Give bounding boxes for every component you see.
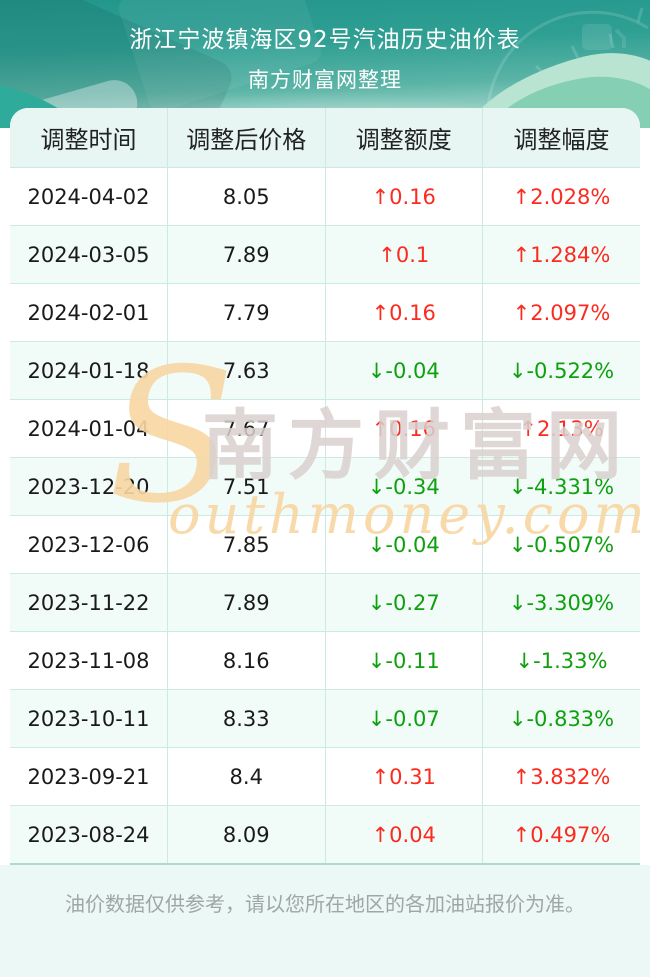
change-cell: ↑0.31 — [325, 747, 483, 806]
column-header: 调整后价格 — [167, 108, 326, 168]
table-row: 2024-04-02 8.05 ↑0.16 ↑2.028% — [10, 167, 640, 226]
column-header: 调整时间 — [10, 108, 168, 168]
footer-note: 油价数据仅供参考，请以您所在地区的各加油站报价为准。 — [65, 892, 585, 916]
change-pct-cell: ↓-0.507% — [482, 515, 640, 574]
page-title: 浙江宁波镇海区92号汽油历史油价表 — [129, 27, 521, 53]
price-cell: 7.63 — [167, 341, 326, 400]
column-header: 调整额度 — [325, 108, 483, 168]
price-cell: 7.67 — [167, 399, 326, 458]
table-row: 2024-03-05 7.89 ↑0.1 ↑1.284% — [10, 225, 640, 284]
date-cell: 2023-08-24 — [10, 805, 168, 863]
change-cell: ↓-0.04 — [325, 341, 483, 400]
date-cell: 2024-02-01 — [10, 283, 168, 342]
change-pct-cell: ↓-4.331% — [482, 457, 640, 516]
table-row: 2023-08-24 8.09 ↑0.04 ↑0.497% — [10, 805, 640, 863]
bottom-strip — [0, 977, 650, 980]
date-cell: 2024-01-04 — [10, 399, 168, 458]
change-cell: ↑0.04 — [325, 805, 483, 863]
price-cell: 7.89 — [167, 225, 326, 284]
table-row: 2023-10-11 8.33 ↓-0.07 ↓-0.833% — [10, 689, 640, 748]
change-pct-cell: ↑2.028% — [482, 167, 640, 226]
date-cell: 2023-11-08 — [10, 631, 168, 690]
date-cell: 2023-11-22 — [10, 573, 168, 632]
change-pct-cell: ↓-3.309% — [482, 573, 640, 632]
table-row: 2023-11-08 8.16 ↓-0.11 ↓-1.33% — [10, 631, 640, 690]
table-row: 2023-12-20 7.51 ↓-0.34 ↓-4.331% — [10, 457, 640, 516]
change-pct-cell: ↓-1.33% — [482, 631, 640, 690]
change-pct-cell: ↑3.832% — [482, 747, 640, 806]
price-cell: 8.05 — [167, 167, 326, 226]
change-cell: ↓-0.11 — [325, 631, 483, 690]
change-cell: ↑0.16 — [325, 399, 483, 458]
price-cell: 7.79 — [167, 283, 326, 342]
change-pct-cell: ↑1.284% — [482, 225, 640, 284]
table-row: 2023-11-22 7.89 ↓-0.27 ↓-3.309% — [10, 573, 640, 632]
change-cell: ↓-0.27 — [325, 573, 483, 632]
table-row: 2023-12-06 7.85 ↓-0.04 ↓-0.507% — [10, 515, 640, 574]
date-cell: 2023-10-11 — [10, 689, 168, 748]
footer: 油价数据仅供参考，请以您所在地区的各加油站报价为准。 — [0, 865, 650, 977]
price-cell: 8.09 — [167, 805, 326, 863]
date-cell: 2024-03-05 — [10, 225, 168, 284]
page-subtitle: 南方财富网整理 — [248, 68, 402, 92]
price-table: 调整时间 调整后价格 调整额度 调整幅度 2024-04-02 8.05 ↑0.16 ↑2.… — [10, 108, 640, 863]
change-cell: ↑0.16 — [325, 283, 483, 342]
date-cell: 2023-09-21 — [10, 747, 168, 806]
date-cell: 2023-12-20 — [10, 457, 168, 516]
date-cell: 2024-01-18 — [10, 341, 168, 400]
date-cell: 2024-04-02 — [10, 167, 168, 226]
table-row: 2024-02-01 7.79 ↑0.16 ↑2.097% — [10, 283, 640, 342]
table-body: 2024-04-02 8.05 ↑0.16 ↑2.028% 2024-03-05 7.89… — [10, 167, 640, 863]
price-cell: 7.89 — [167, 573, 326, 632]
price-table-card: 调整时间 调整后价格 调整额度 调整幅度 2024-04-02 8.05 ↑0.16 ↑2.… — [10, 108, 640, 865]
table-row: 2024-01-18 7.63 ↓-0.04 ↓-0.522% — [10, 341, 640, 400]
header-banner: 浙江宁波镇海区92号汽油历史油价表 南方财富网整理 — [0, 0, 650, 128]
change-pct-cell: ↑2.097% — [482, 283, 640, 342]
table-header-row: 调整时间 调整后价格 调整额度 调整幅度 — [10, 108, 640, 168]
date-cell: 2023-12-06 — [10, 515, 168, 574]
change-pct-cell: ↓-0.833% — [482, 689, 640, 748]
change-pct-cell: ↓-0.522% — [482, 341, 640, 400]
column-header: 调整幅度 — [482, 108, 640, 168]
change-cell: ↑0.1 — [325, 225, 483, 284]
price-cell: 8.33 — [167, 689, 326, 748]
change-cell: ↓-0.04 — [325, 515, 483, 574]
price-cell: 8.4 — [167, 747, 326, 806]
change-pct-cell: ↑2.13% — [482, 399, 640, 458]
table-row: 2023-09-21 8.4 ↑0.31 ↑3.832% — [10, 747, 640, 806]
change-cell: ↑0.16 — [325, 167, 483, 226]
change-cell: ↓-0.34 — [325, 457, 483, 516]
price-cell: 8.16 — [167, 631, 326, 690]
table-row: 2024-01-04 7.67 ↑0.16 ↑2.13% — [10, 399, 640, 458]
price-cell: 7.51 — [167, 457, 326, 516]
change-pct-cell: ↑0.497% — [512, 822, 611, 847]
change-cell: ↓-0.07 — [325, 689, 483, 748]
price-cell: 7.85 — [167, 515, 326, 574]
